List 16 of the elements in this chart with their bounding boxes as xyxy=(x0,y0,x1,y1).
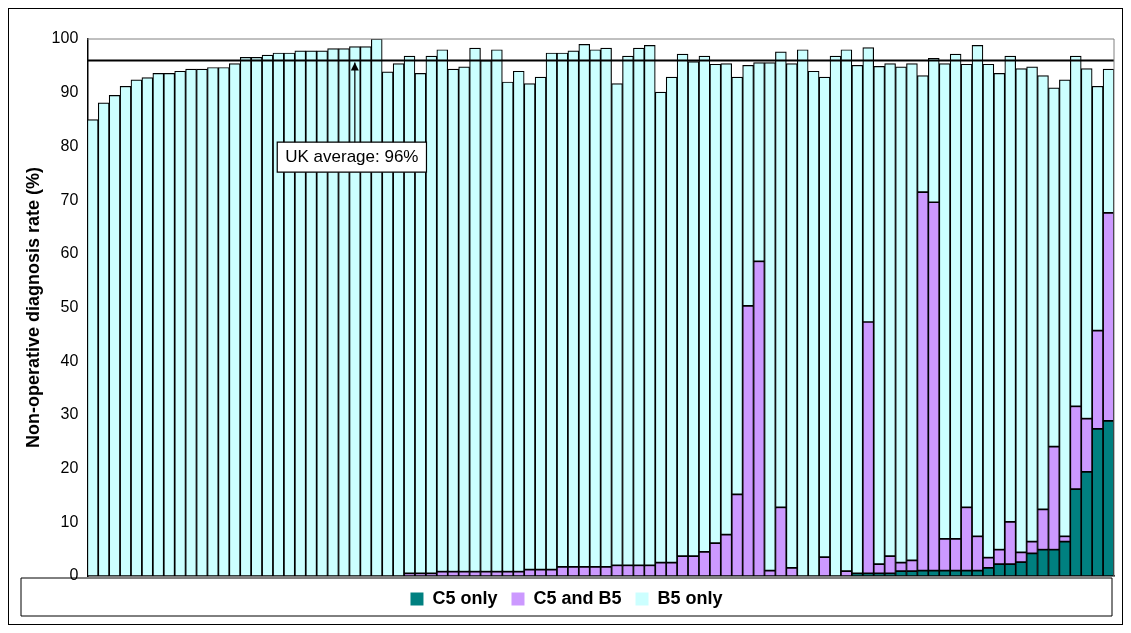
y-tick-label: 60 xyxy=(60,244,79,262)
legend-label: C5 only xyxy=(432,587,498,608)
y-tick-label: 90 xyxy=(60,83,79,101)
y-tick-label: 70 xyxy=(60,190,79,208)
ref-line-label: UK average: 96% xyxy=(285,146,419,166)
legend-label: C5 and B5 xyxy=(533,587,622,608)
y-tick-label: 40 xyxy=(60,351,79,369)
legend-label: B5 only xyxy=(657,587,723,608)
y-tick-label: 50 xyxy=(60,297,79,315)
y-tick-label: 10 xyxy=(60,512,79,530)
y-tick-label: 100 xyxy=(51,29,79,47)
y-tick-label: 20 xyxy=(60,459,79,477)
y-tick-label: 80 xyxy=(60,136,79,154)
y-tick-label: 30 xyxy=(60,405,79,423)
y-tick-label: 0 xyxy=(69,566,79,584)
y-axis-title: Non-operative diagnosis rate (%) xyxy=(22,166,43,449)
